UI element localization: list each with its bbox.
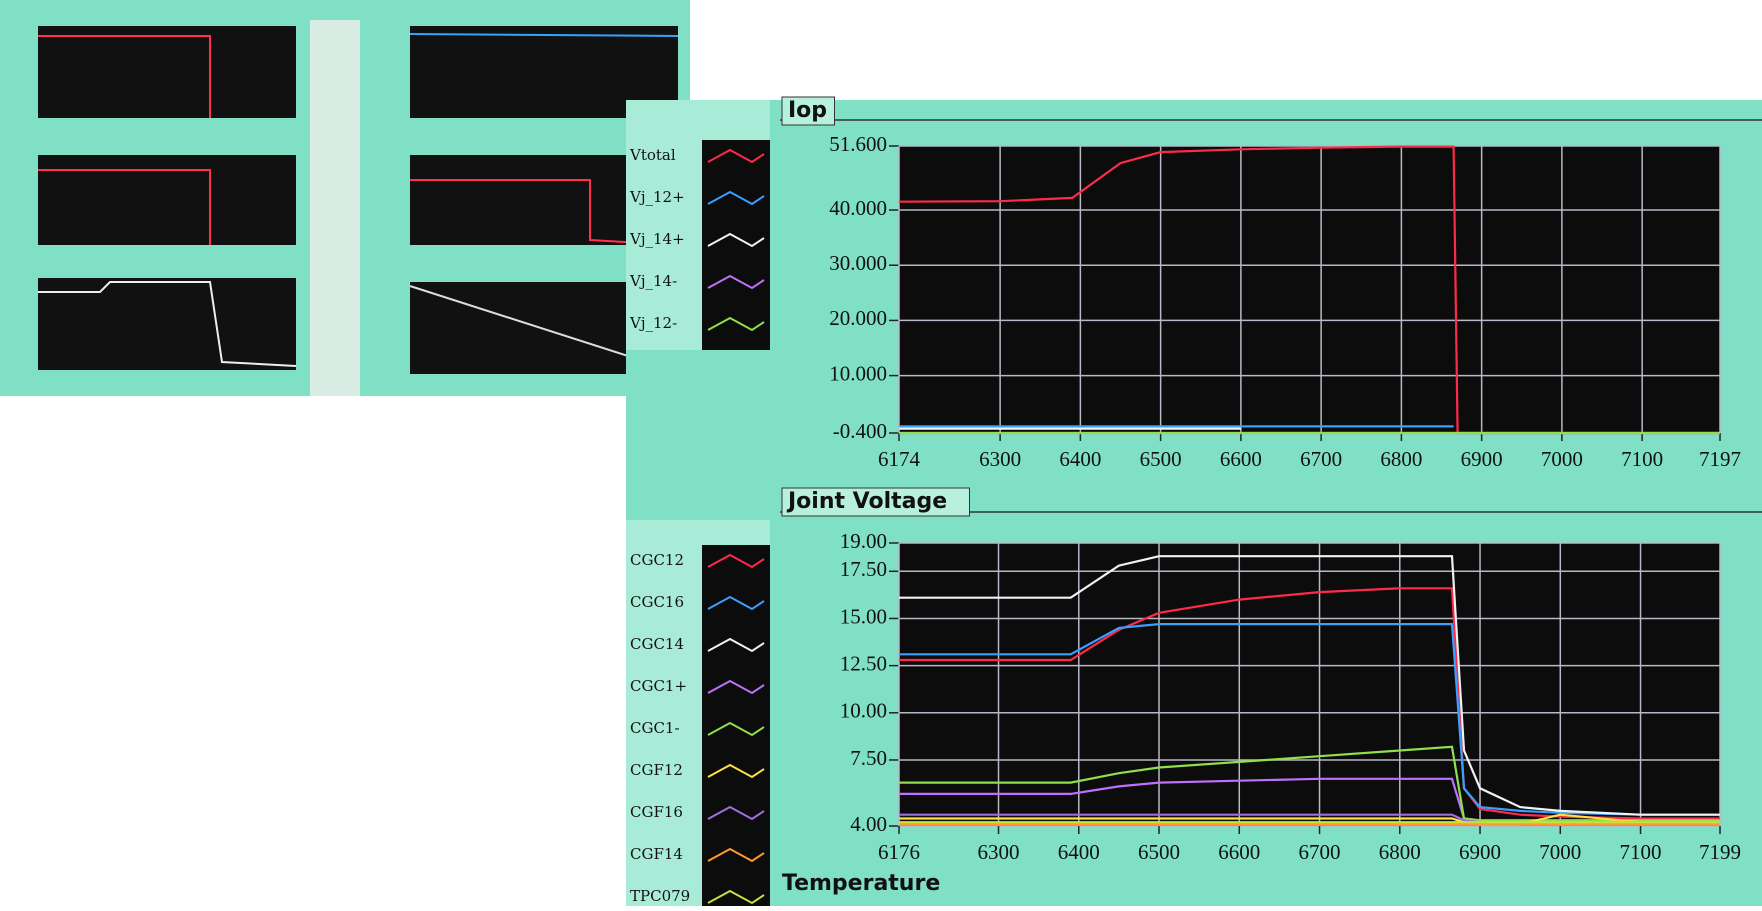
x-tick-label: 7100 [1620,840,1662,864]
legend-label: CGC1+ [630,677,687,695]
x-tick-label: 6800 [1380,447,1422,471]
x-tick-label: 6400 [1059,447,1101,471]
legend-box [702,140,770,350]
thumb-plot [38,26,296,118]
legend-label: Vj_14- [629,272,677,290]
x-tick-label: 6700 [1300,447,1342,471]
x-tick-label: 6500 [1140,447,1182,471]
legend-label: CGC14 [630,635,684,653]
y-tick-label: 30.000 [829,251,887,275]
x-tick-label: 6176 [878,840,920,864]
x-tick-label: 6500 [1138,840,1180,864]
x-tick-label: 6400 [1058,840,1100,864]
legend-label: Vj_14+ [629,230,685,248]
x-tick-label: 7000 [1539,840,1581,864]
y-tick-label: -0.400 [833,419,887,443]
x-tick-label: 6800 [1379,840,1421,864]
legend-label: CGF16 [630,803,683,821]
x-tick-label: 6600 [1218,840,1260,864]
x-tick-label: 6900 [1461,447,1503,471]
x-tick-label: 6174 [878,447,921,471]
x-tick-label: 7199 [1699,840,1741,864]
y-tick-label: 15.00 [840,604,887,628]
plot-area [899,146,1720,433]
screen: Temperature Iop51.600 40.000 30.000 20.000 1… [0,0,1762,906]
x-tick-label: 6700 [1299,840,1341,864]
y-tick-label: 19.00 [840,529,887,553]
x-tick-label: 7100 [1621,447,1663,471]
y-tick-label: 4.00 [850,812,887,836]
legend-label: TPC079 [630,887,690,905]
x-tick-label: 6900 [1459,840,1501,864]
y-tick-label: 17.50 [840,557,887,581]
thumbnail [0,0,690,396]
x-tick-label: 7197 [1699,447,1741,471]
legend-label: CGC1- [630,719,680,737]
x-tick-label: 6300 [979,447,1021,471]
y-tick-label: 51.600 [829,132,887,156]
y-tick-label: 20.000 [829,306,887,330]
y-tick-label: 7.50 [850,746,887,770]
legend-label: CGC12 [630,551,684,569]
x-tick-label: 7000 [1541,447,1583,471]
legend-label: CGF14 [630,845,683,863]
y-tick-label: 10.000 [829,361,887,385]
chart-title: Joint Voltage [786,489,947,514]
thumb-strip [310,20,360,396]
y-tick-label: 12.50 [840,651,887,675]
legend-label: Vtotal [629,146,676,164]
legend-label: Vj_12+ [629,188,685,206]
x-tick-label: 6600 [1220,447,1262,471]
legend-label: CGF12 [630,761,683,779]
y-tick-label: 10.00 [840,699,887,723]
chart-title: Iop [788,98,827,123]
legend-label: Vj_12- [629,314,677,332]
page: {"chart_data": [ {"type": "line", "title… [0,0,1762,906]
panel-title: Temperature [782,871,940,896]
x-tick-label: 6300 [978,840,1020,864]
thumb-plot [38,155,296,245]
y-tick-label: 40.000 [829,196,887,220]
legend-label: CGC16 [630,593,684,611]
